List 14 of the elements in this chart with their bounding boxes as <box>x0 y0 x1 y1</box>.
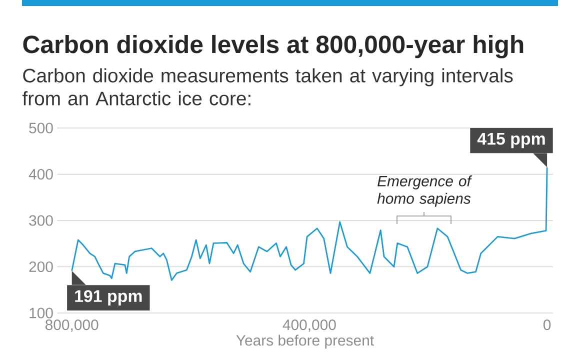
y-tick-label: 400 <box>28 168 53 180</box>
x-tick-label: 0 <box>543 320 551 330</box>
chart-title: Carbon dioxide levels at 800,000-year high <box>23 34 524 58</box>
y-tick-label: 500 <box>29 122 53 134</box>
y-tick-label: 300 <box>29 215 53 226</box>
chart-subtitle: Carbon dioxide measurements taken at varying intervals from an Antarctic ice core: <box>22 68 513 106</box>
x-axis-title: Years before present <box>236 334 374 349</box>
annotation: Emergence of homo sapiens <box>377 175 472 207</box>
annotation: 191 ppm <box>75 290 142 306</box>
y-tick-label: 200 <box>29 261 53 272</box>
x-tick-label: 800,000 <box>45 320 98 332</box>
annotation: 415 ppm <box>477 132 545 148</box>
x-tick-label: 400,000 <box>282 320 336 332</box>
y-tick-label: 100 <box>30 308 53 318</box>
